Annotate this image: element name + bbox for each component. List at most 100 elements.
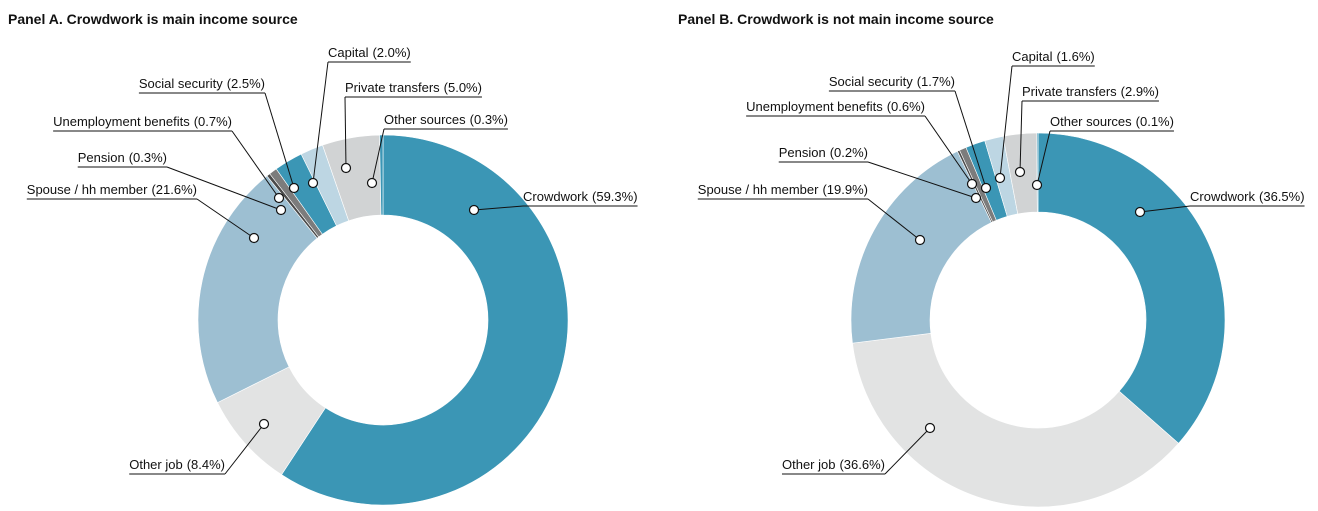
slice-value-label: (1.7%) xyxy=(917,74,955,89)
slice-value-label: (36.6%) xyxy=(839,457,885,472)
slice-category: Private transfers xyxy=(1022,84,1117,99)
label-dot xyxy=(307,177,319,189)
leader-line xyxy=(473,205,524,211)
label-dot xyxy=(970,192,982,204)
donut-slice xyxy=(850,150,992,344)
slice-label: Other job (8.4%) xyxy=(129,457,225,472)
donut-slice xyxy=(852,333,1179,508)
slice-category: Other job xyxy=(129,457,182,472)
slice-label: Crowdwork (59.3%) xyxy=(523,189,638,204)
slice-category: Other sources xyxy=(1050,114,1132,129)
label-dot xyxy=(248,232,260,244)
leader-line xyxy=(166,166,282,211)
leader-line xyxy=(954,90,987,189)
slice-value-label: (2.9%) xyxy=(1121,84,1159,99)
slice-label: Private transfers (5.0%) xyxy=(345,80,482,95)
slice-value-label: (0.2%) xyxy=(830,145,868,160)
leader-line xyxy=(1019,100,1023,173)
slice-category: Other sources xyxy=(384,112,466,127)
slice-value-label: (0.7%) xyxy=(194,114,232,129)
slice-label: Spouse / hh member (19.9%) xyxy=(698,182,868,197)
donut-slice xyxy=(379,134,384,216)
label-dot xyxy=(994,172,1006,184)
slice-label: Capital (1.6%) xyxy=(1012,49,1095,64)
slice-value-label: (5.0%) xyxy=(444,80,482,95)
slice-label: Other sources (0.1%) xyxy=(1050,114,1174,129)
slice-value-label: (0.3%) xyxy=(129,150,167,165)
slice-category: Spouse / hh member xyxy=(698,182,819,197)
label-dot xyxy=(273,192,285,204)
slice-label: Pension (0.3%) xyxy=(78,150,167,165)
slice-label: Private transfers (2.9%) xyxy=(1022,84,1159,99)
chart-title: Panel A. Crowdwork is main income source xyxy=(8,11,298,27)
slice-label: Crowdwork (36.5%) xyxy=(1190,189,1305,204)
slice-category: Unemployment benefits xyxy=(53,114,190,129)
slice-value-label: (0.3%) xyxy=(470,112,508,127)
slice-label: Social security (2.5%) xyxy=(139,76,265,91)
slice-value-label: (8.4%) xyxy=(187,457,225,472)
slice-category: Pension xyxy=(78,150,125,165)
label-dot xyxy=(275,204,287,216)
slice-label: Spouse / hh member (21.6%) xyxy=(27,182,197,197)
slice-value-label: (36.5%) xyxy=(1259,189,1305,204)
leader-line xyxy=(1139,205,1191,213)
label-dot xyxy=(966,178,978,190)
leader-line xyxy=(312,61,329,184)
leader-line xyxy=(867,198,921,241)
label-dot xyxy=(914,234,926,246)
donut-slice xyxy=(1036,132,1039,213)
slice-value-label: (1.6%) xyxy=(1056,49,1094,64)
slice-label: Other sources (0.3%) xyxy=(384,112,508,127)
leader-line xyxy=(371,128,385,184)
slice-value-label: (0.6%) xyxy=(887,99,925,114)
slice-label: Pension (0.2%) xyxy=(779,145,868,160)
slice-value-label: (2.0%) xyxy=(372,45,410,60)
slice-category: Private transfers xyxy=(345,80,440,95)
label-dot xyxy=(1031,179,1043,191)
slice-category: Spouse / hh member xyxy=(27,182,148,197)
label-dot xyxy=(1134,206,1146,218)
slice-label: Social security (1.7%) xyxy=(829,74,955,89)
slice-category: Capital xyxy=(1012,49,1053,64)
label-dot xyxy=(468,204,480,216)
slice-category: Crowdwork xyxy=(1190,189,1256,204)
donut-slice xyxy=(1037,132,1226,444)
leader-line xyxy=(1036,130,1051,186)
leader-line xyxy=(344,96,347,169)
chart-title: Panel B. Crowdwork is not main income so… xyxy=(678,11,994,27)
slice-value-label: (0.1%) xyxy=(1136,114,1174,129)
slice-label: Unemployment benefits (0.6%) xyxy=(746,99,925,114)
leader-line xyxy=(924,115,973,185)
label-dot xyxy=(980,182,992,194)
slice-category: Unemployment benefits xyxy=(746,99,883,114)
leader-line xyxy=(224,423,265,475)
slice-category: Pension xyxy=(779,145,826,160)
slice-category: Other job xyxy=(782,457,835,472)
slice-category: Capital xyxy=(328,45,369,60)
label-dot xyxy=(340,162,352,174)
label-dot xyxy=(1014,166,1026,178)
leader-line xyxy=(867,161,977,199)
slice-label: Unemployment benefits (0.7%) xyxy=(53,114,232,129)
slice-category: Social security xyxy=(829,74,913,89)
slice-label: Capital (2.0%) xyxy=(328,45,411,60)
slice-value-label: (2.5%) xyxy=(227,76,265,91)
slice-category: Social security xyxy=(139,76,223,91)
slice-category: Crowdwork xyxy=(523,189,589,204)
leader-line xyxy=(999,65,1013,179)
leader-line xyxy=(884,427,931,475)
leader-line xyxy=(196,198,255,239)
leader-line xyxy=(264,92,295,189)
label-dot xyxy=(258,418,270,430)
label-dot xyxy=(366,177,378,189)
slice-value-label: (19.9%) xyxy=(822,182,868,197)
slice-value-label: (21.6%) xyxy=(151,182,197,197)
label-dot xyxy=(288,182,300,194)
slice-value-label: (59.3%) xyxy=(592,189,638,204)
slice-label: Other job (36.6%) xyxy=(782,457,885,472)
label-dot xyxy=(924,422,936,434)
leader-line xyxy=(231,130,280,199)
donut-slice xyxy=(197,175,318,404)
donut-slice xyxy=(281,134,569,506)
